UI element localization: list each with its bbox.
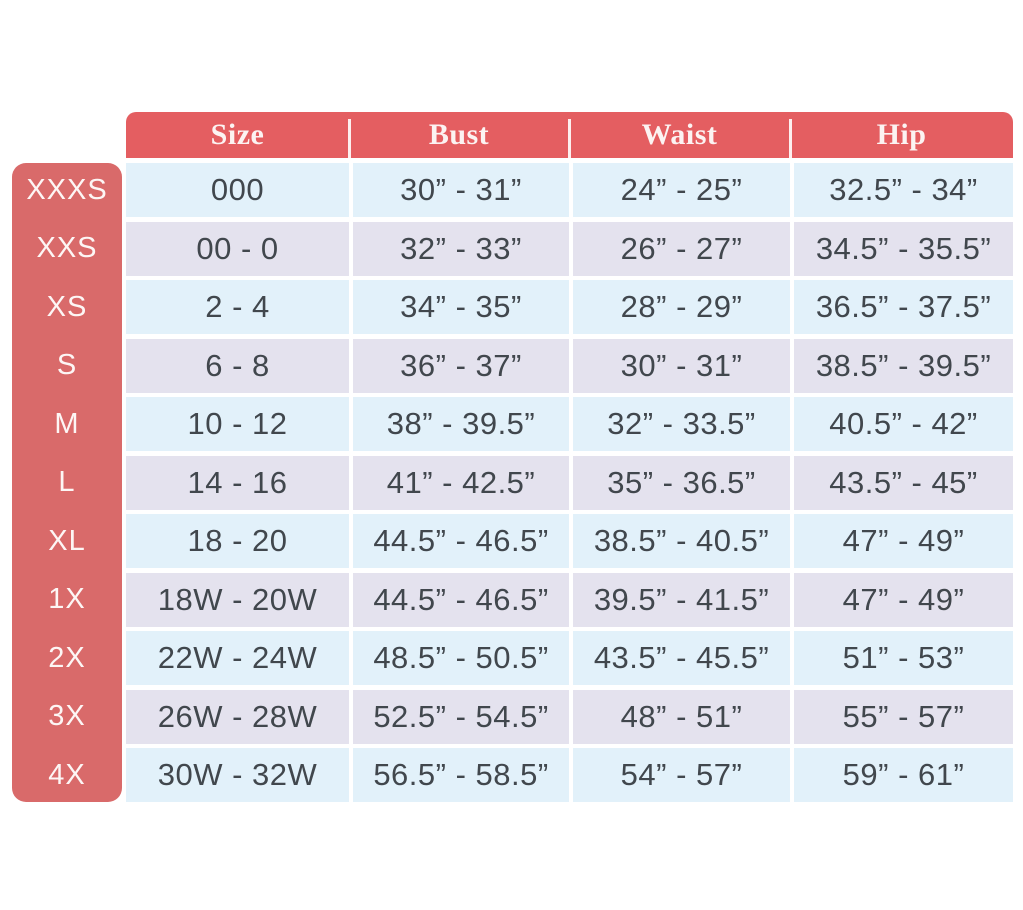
table-row: 14 - 16 41” - 42.5” 35” - 36.5” 43.5” - 45” — [126, 455, 1013, 510]
table-cell-hip: 47” - 49” — [794, 514, 1013, 568]
size-label: XXXS — [26, 173, 108, 206]
table-cell-size: 18W - 20W — [126, 572, 349, 627]
size-label: 3X — [48, 700, 86, 732]
table-cell-waist: 32” - 33.5” — [573, 397, 790, 451]
size-label: S — [56, 349, 78, 381]
table-cell-waist: 30” - 31” — [573, 338, 790, 393]
table-cell-bust: 38” - 39.5” — [353, 397, 569, 451]
table-cell-hip: 32.5” - 34” — [794, 163, 1013, 217]
table-cell-waist: 48” - 51” — [573, 689, 790, 744]
size-label-rail: XXXS XXS XS S M L XL 1X 2X 3X 4X — [12, 163, 122, 802]
table-cell-bust: 32” - 33” — [353, 221, 569, 276]
table-cell-hip: 36.5” - 37.5” — [794, 280, 1013, 334]
column-header-hip: Hip — [788, 112, 1013, 158]
table-cell-waist: 43.5” - 45.5” — [573, 631, 790, 685]
table-cell-size: 22W - 24W — [126, 631, 349, 685]
table-cell-bust: 56.5” - 58.5” — [353, 748, 569, 802]
size-label: XS — [46, 290, 88, 323]
table-cell-hip: 51” - 53” — [794, 631, 1013, 685]
column-header-size: Size — [210, 118, 265, 151]
table-cell-bust: 41” - 42.5” — [353, 455, 569, 510]
table-cell-size: 10 - 12 — [126, 397, 349, 451]
table-cell-size: 18 - 20 — [126, 514, 349, 568]
size-chart-table: Size Bust Waist Hip 000 30” - 31” 24” - 25… — [126, 112, 1013, 802]
table-cell-bust: 48.5” - 50.5” — [353, 631, 569, 685]
table-cell-size: 6 - 8 — [126, 338, 349, 393]
table-cell-size: 2 - 4 — [126, 280, 349, 334]
table-cell-hip: 43.5” - 45” — [794, 455, 1013, 510]
table-cell-waist: 28” - 29” — [573, 280, 790, 334]
table-cell-bust: 44.5” - 46.5” — [353, 572, 569, 627]
table-cell-bust: 34” - 35” — [353, 280, 569, 334]
table-cell-waist: 26” - 27” — [573, 221, 790, 276]
table-cell-size: 30W - 32W — [126, 748, 349, 802]
table-cell-size: 26W - 28W — [126, 689, 349, 744]
table-cell-waist: 38.5” - 40.5” — [573, 514, 790, 568]
size-label: M — [54, 407, 80, 440]
table-header: Size Bust Waist Hip — [126, 112, 1013, 158]
table-cell-waist: 35” - 36.5” — [573, 455, 790, 510]
table-row: 18 - 20 44.5” - 46.5” 38.5” - 40.5” 47” - 4… — [126, 514, 1013, 568]
table-cell-hip: 38.5” - 39.5” — [794, 338, 1013, 393]
table-cell-size: 000 — [126, 163, 349, 217]
table-cell-hip: 55” - 57” — [794, 689, 1013, 744]
size-label: 4X — [48, 758, 86, 791]
table-row: 18W - 20W 44.5” - 46.5” 39.5” - 41.5” 47” -… — [126, 572, 1013, 627]
size-label: L — [58, 466, 76, 498]
table-cell-waist: 24” - 25” — [573, 163, 790, 217]
size-label: XL — [48, 524, 86, 557]
table-cell-hip: 47” - 49” — [794, 572, 1013, 627]
table-cell-hip: 59” - 61” — [794, 748, 1013, 802]
column-header-bust: Bust — [347, 112, 569, 158]
table-row: 10 - 12 38” - 39.5” 32” - 33.5” 40.5” - 42” — [126, 397, 1013, 451]
table-cell-bust: 30” - 31” — [353, 163, 569, 217]
table-body: 000 30” - 31” 24” - 25” 32.5” - 34” 00 - 0 32… — [126, 163, 1013, 802]
table-cell-waist: 39.5” - 41.5” — [573, 572, 790, 627]
column-header-waist: Waist — [567, 112, 790, 158]
table-row: 00 - 0 32” - 33” 26” - 27” 34.5” - 35.5” — [126, 221, 1013, 276]
size-label: 2X — [48, 641, 86, 674]
table-cell-bust: 36” - 37” — [353, 338, 569, 393]
table-row: 22W - 24W 48.5” - 50.5” 43.5” - 45.5” 51” -… — [126, 631, 1013, 685]
table-cell-hip: 40.5” - 42” — [794, 397, 1013, 451]
table-row: 2 - 4 34” - 35” 28” - 29” 36.5” - 37.5” — [126, 280, 1013, 334]
table-cell-bust: 44.5” - 46.5” — [353, 514, 569, 568]
table-cell-hip: 34.5” - 35.5” — [794, 221, 1013, 276]
size-label: XXS — [36, 232, 98, 264]
table-row: 26W - 28W 52.5” - 54.5” 48” - 51” 55” - 57” — [126, 689, 1013, 744]
table-row: 30W - 32W 56.5” - 58.5” 54” - 57” 59” - 61” — [126, 748, 1013, 802]
table-cell-size: 00 - 0 — [126, 221, 349, 276]
table-row: 000 30” - 31” 24” - 25” 32.5” - 34” — [126, 163, 1013, 217]
table-row: 6 - 8 36” - 37” 30” - 31” 38.5” - 39.5” — [126, 338, 1013, 393]
table-cell-bust: 52.5” - 54.5” — [353, 689, 569, 744]
size-label: 1X — [48, 583, 86, 615]
table-cell-waist: 54” - 57” — [573, 748, 790, 802]
table-cell-size: 14 - 16 — [126, 455, 349, 510]
